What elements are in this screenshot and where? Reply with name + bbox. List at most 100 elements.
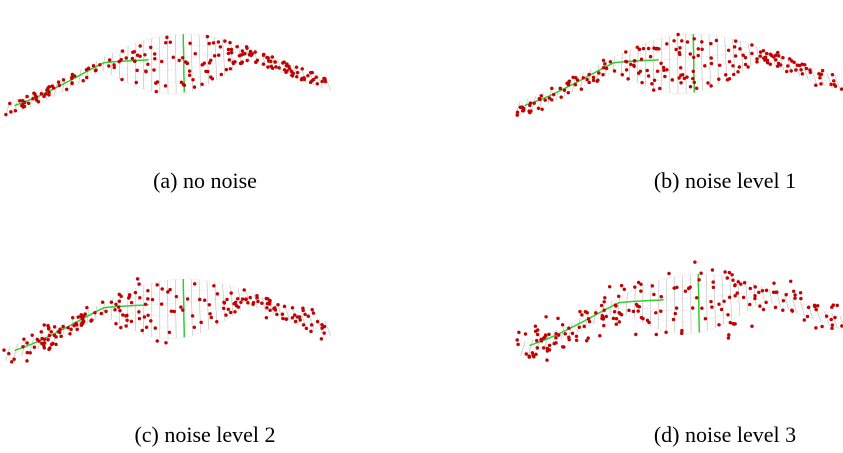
mesh-line — [238, 288, 242, 311]
sample-point — [640, 80, 644, 85]
sample-point — [166, 290, 170, 294]
sample-point — [535, 328, 540, 332]
sample-point — [532, 101, 536, 105]
sample-point — [43, 92, 48, 96]
sample-point — [731, 64, 735, 68]
sample-point — [636, 309, 640, 313]
sample-point — [130, 56, 135, 61]
sample-point — [538, 97, 542, 102]
sample-point — [601, 315, 605, 320]
sample-point — [535, 332, 540, 337]
sample-point — [21, 345, 25, 349]
mesh-line — [612, 57, 615, 72]
sample-point — [131, 50, 135, 55]
sample-point — [691, 76, 695, 81]
sample-point — [209, 315, 214, 320]
sample-point — [112, 65, 117, 70]
sample-point — [68, 332, 72, 336]
sample-point — [768, 52, 773, 57]
sample-point — [204, 69, 208, 74]
sample-point — [233, 310, 237, 314]
sample-point — [601, 58, 606, 63]
sample-point — [211, 41, 216, 45]
mesh-line — [732, 38, 736, 76]
sample-point — [188, 41, 192, 46]
sample-point — [728, 320, 733, 325]
sample-point — [168, 40, 173, 44]
sample-point — [245, 46, 249, 51]
sample-point — [244, 297, 248, 301]
sample-point — [169, 309, 174, 313]
sample-point — [311, 311, 316, 315]
sample-point — [820, 324, 824, 329]
sample-point — [116, 305, 121, 309]
sample-point — [573, 75, 578, 80]
sample-point — [604, 66, 609, 71]
sample-point — [635, 45, 640, 50]
sample-point — [597, 71, 601, 75]
sample-point — [741, 295, 746, 300]
sample-point — [177, 58, 181, 63]
sample-point — [254, 60, 258, 65]
sample-point — [639, 282, 643, 287]
sample-point — [199, 320, 203, 325]
sample-point — [830, 72, 835, 77]
sample-point — [727, 77, 732, 81]
sample-point — [573, 82, 578, 87]
sample-point — [748, 286, 753, 291]
sample-point — [580, 313, 584, 317]
sample-point — [738, 47, 742, 51]
sample-point — [680, 39, 684, 43]
sample-point — [583, 309, 588, 314]
sample-point — [165, 35, 169, 40]
sample-point — [731, 72, 736, 77]
sample-point — [679, 81, 683, 85]
sample-point — [765, 51, 769, 56]
sample-point — [727, 59, 732, 64]
sample-point — [35, 337, 40, 342]
mesh-line — [519, 45, 837, 105]
sample-point — [237, 53, 242, 58]
sample-point — [322, 76, 326, 81]
sample-point — [133, 59, 137, 63]
sample-point — [265, 306, 269, 310]
sample-point — [733, 283, 737, 288]
sample-point — [722, 299, 726, 304]
sample-point — [543, 98, 547, 102]
sample-point — [152, 52, 157, 56]
sample-point — [84, 75, 89, 80]
sample-point — [528, 103, 532, 108]
sample-point — [819, 72, 824, 77]
mesh-line — [645, 43, 647, 87]
sample-point — [146, 62, 150, 67]
mesh-line — [748, 43, 752, 66]
sample-point — [743, 55, 748, 60]
sample-point — [694, 296, 699, 300]
sample-point — [614, 316, 619, 321]
sample-point — [98, 63, 102, 67]
sample-point — [679, 73, 683, 78]
sample-point — [775, 290, 779, 294]
sample-point — [228, 67, 233, 71]
sample-point — [733, 39, 738, 43]
sample-point — [523, 332, 528, 336]
sample-point — [212, 54, 217, 58]
sample-point — [269, 64, 273, 69]
sample-point — [75, 327, 79, 332]
mesh-line — [167, 35, 169, 94]
mesh-line — [293, 310, 299, 325]
mesh-line — [721, 275, 724, 325]
mesh-line — [831, 313, 838, 329]
sample-point — [179, 80, 184, 85]
sample-point — [292, 313, 297, 317]
sample-point — [119, 57, 123, 62]
sample-point — [142, 315, 147, 319]
sample-point — [691, 69, 696, 74]
sample-point — [109, 300, 114, 304]
sample-point — [277, 66, 281, 70]
sample-point — [727, 270, 732, 275]
sample-point — [118, 308, 122, 313]
sample-point — [562, 88, 567, 92]
mesh-line — [737, 278, 741, 316]
mesh-line — [102, 302, 105, 317]
